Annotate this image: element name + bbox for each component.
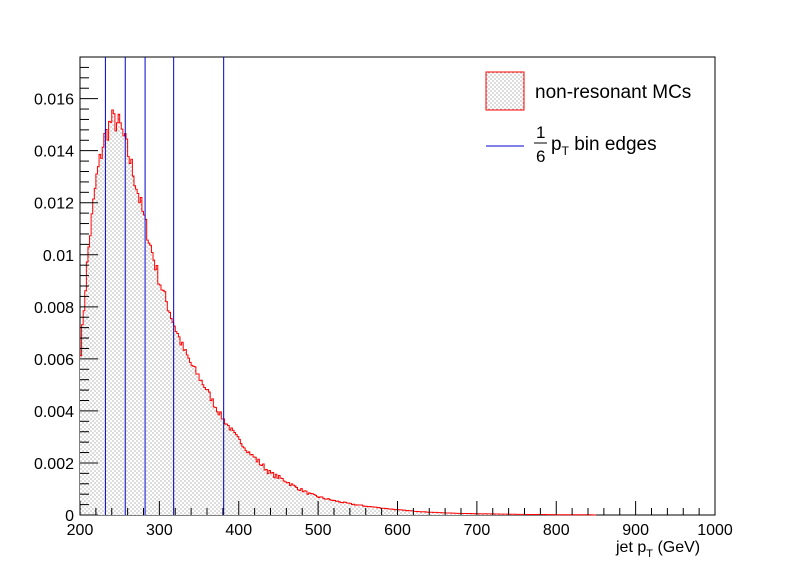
x-axis-title-main: jet p (615, 539, 646, 556)
y-tick-label-2: 0.004 (34, 404, 74, 421)
histogram-layer (80, 109, 596, 516)
legend-label-sub: T (562, 144, 570, 158)
y-tick-label-4: 0.008 (34, 300, 74, 317)
x-axis-title-sub: T (646, 548, 653, 560)
y-tick-label-6: 0.012 (34, 196, 74, 213)
y-axis: 0 0.002 0.004 0.006 0.008 0.01 0.012 0.014 0.016 (34, 56, 98, 525)
legend-swatch-fill (485, 71, 525, 111)
x-axis-title-unit: (GeV) (657, 539, 700, 556)
x-tick-label-6: 800 (543, 522, 570, 539)
legend-fraction-numerator: 1 (536, 123, 545, 142)
x-tick-label-0: 200 (67, 522, 94, 539)
legend-fraction-denominator: 6 (536, 147, 545, 166)
legend-label-binedges: pT bin edges (551, 134, 657, 158)
x-tick-label-4: 600 (384, 522, 411, 539)
histogram-outline (80, 109, 596, 516)
x-axis: 200 300 400 500 600 700 800 900 1000 (67, 501, 733, 539)
y-tick-label-5: 0.01 (43, 248, 74, 265)
legend-label-nonresonant: non-resonant MCs (535, 82, 691, 103)
bin-edges-layer (104, 57, 225, 515)
y-tick-label-7: 0.014 (34, 144, 74, 161)
x-tick-label-8: 1000 (697, 522, 733, 539)
y-tick-label-8: 0.016 (34, 92, 74, 109)
x-tick-label-3: 500 (305, 522, 332, 539)
legend-label-rest: bin edges (574, 134, 656, 155)
y-tick-label-0: 0 (65, 508, 74, 525)
x-tick-label-1: 300 (146, 522, 173, 539)
x-tick-label-2: 400 (225, 522, 252, 539)
histogram-fill (80, 109, 596, 515)
x-axis-title: jet pT (GeV) (615, 539, 700, 560)
x-tick-label-7: 900 (622, 522, 649, 539)
y-tick-label-1: 0.002 (34, 456, 74, 473)
y-tick-label-3: 0.006 (34, 352, 74, 369)
legend-label-var: p (551, 134, 562, 155)
legend: non-resonant MCs 1 6 pT bin edges (485, 71, 691, 166)
x-tick-label-5: 700 (464, 522, 491, 539)
